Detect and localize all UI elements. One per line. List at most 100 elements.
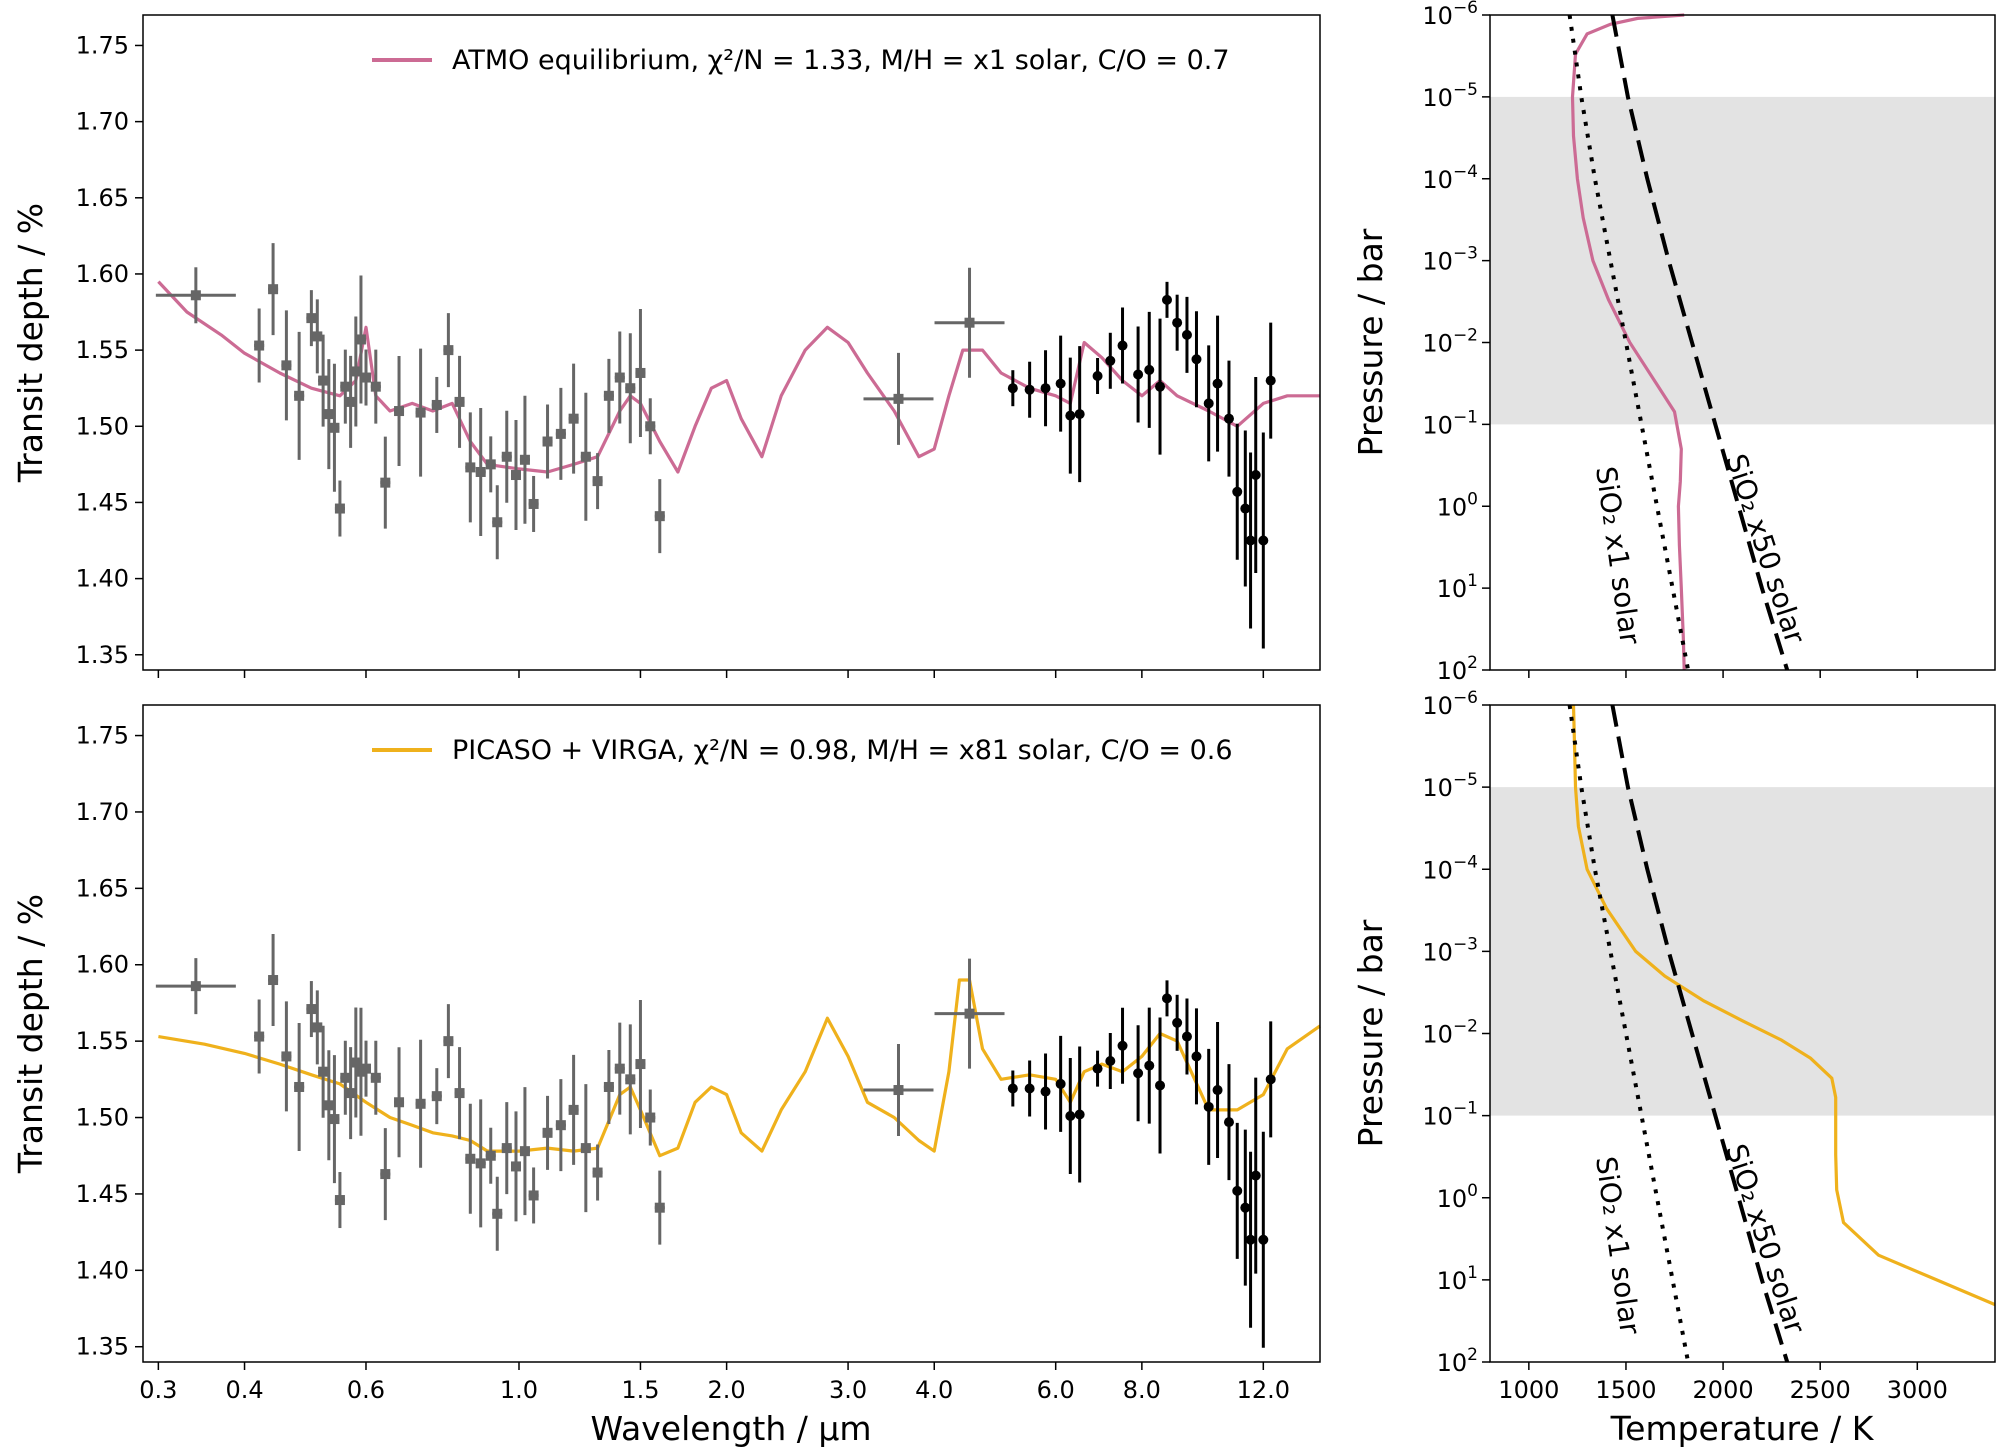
y-tick-label: 1.35 <box>76 641 129 669</box>
y-tick-label: 1.60 <box>76 260 129 288</box>
y-axis-label: Pressure / bar <box>1351 228 1390 456</box>
condensation-curve-x50 <box>1610 14 1790 671</box>
black-data-point <box>1245 1234 1256 1245</box>
black-data-point <box>1007 383 1018 394</box>
legend-label: ATMO equilibrium, χ²/N = 1.33, M/H = x1 … <box>452 45 1230 76</box>
grey-data-point <box>380 1169 391 1180</box>
tp-panel-bottom: 10−6 10−5 10−4 10−3 10−2 10−1 100 101 102 1000 150… <box>1351 688 1996 1404</box>
x-tick-label: 3000 <box>1887 1376 1948 1404</box>
x-tick-label: 2500 <box>1790 1376 1851 1404</box>
black-data-point <box>1055 378 1066 389</box>
grey-data-point <box>345 396 356 407</box>
tp-profile-line <box>1571 704 1996 1307</box>
y-tick-label: 100 <box>1437 1181 1478 1213</box>
grey-data-point <box>492 1208 503 1219</box>
grey-data-point <box>603 1081 614 1092</box>
grey-data-point <box>312 1022 323 1033</box>
black-data-point <box>1212 1085 1223 1096</box>
grey-data-point <box>501 451 512 462</box>
y-tick-label: 10−2 <box>1422 326 1478 358</box>
y-tick-label: 1.70 <box>76 108 129 136</box>
black-data-point <box>1024 1083 1035 1094</box>
y-tick-label: 101 <box>1437 1263 1478 1295</box>
grey-data-point <box>454 1088 465 1099</box>
black-data-point <box>1181 1031 1192 1042</box>
grey-data-point <box>360 372 371 383</box>
cloud-layer-shading <box>1490 787 1995 1116</box>
y-tick-label: 10−1 <box>1422 1099 1478 1131</box>
grey-data-point <box>431 1091 442 1102</box>
grey-data-point <box>592 1167 603 1178</box>
y-tick-label: 1.65 <box>76 184 129 212</box>
grey-data-point <box>519 1146 530 1157</box>
y-axis-label: Transit depth / % <box>11 894 50 1174</box>
grey-data-point <box>893 393 904 404</box>
black-data-point <box>1040 383 1051 394</box>
black-data-point <box>1265 375 1276 386</box>
black-data-point <box>1232 486 1243 497</box>
label-sio2-x50: SiO₂ x50 solar <box>1719 1140 1811 1338</box>
black-data-point <box>1250 1170 1261 1181</box>
black-data-point <box>1144 364 1155 375</box>
grey-data-point <box>542 1127 553 1138</box>
grey-data-point <box>268 284 279 295</box>
black-data-point <box>1074 1109 1085 1120</box>
grey-data-point <box>542 436 553 447</box>
grey-data-point <box>964 1008 975 1019</box>
grey-data-point <box>334 1195 345 1206</box>
grey-data-point <box>510 470 521 481</box>
grey-data-point <box>485 1150 496 1161</box>
black-data-point <box>1240 1202 1251 1213</box>
black-data-point <box>1144 1060 1155 1071</box>
black-data-point <box>1117 1040 1128 1051</box>
black-data-point <box>1065 1111 1076 1122</box>
y-tick-label: 10−3 <box>1422 934 1478 966</box>
black-data-point <box>1172 317 1183 328</box>
condensation-curve-x1 <box>1567 704 1691 1363</box>
grey-data-point <box>635 1059 646 1070</box>
grey-data-point <box>654 1202 665 1213</box>
panel-frame <box>142 704 1321 1363</box>
grey-data-point <box>510 1161 521 1172</box>
grey-data-point <box>519 454 530 465</box>
black-data-point <box>1265 1074 1276 1085</box>
y-tick-label: 10−1 <box>1422 407 1478 439</box>
y-tick-label: 10−2 <box>1422 1017 1478 1049</box>
grey-data-point <box>528 1190 539 1201</box>
x-tick-label: 8.0 <box>1123 1376 1161 1404</box>
y-tick-label: 1.45 <box>76 1180 129 1208</box>
x-tick-label: 1000 <box>1498 1376 1559 1404</box>
grey-data-point <box>415 407 426 418</box>
y-tick-label: 100 <box>1437 489 1478 521</box>
y-tick-label: 1.40 <box>76 1256 129 1284</box>
grey-data-point <box>568 1104 579 1115</box>
y-axis-label: Transit depth / % <box>11 203 50 483</box>
black-data-point <box>1155 381 1166 392</box>
y-axis-label: Pressure / bar <box>1351 919 1390 1147</box>
grey-data-point <box>485 459 496 470</box>
x-axis-label: Temperature / K <box>1610 1409 1875 1448</box>
y-tick-label: 10−4 <box>1422 852 1478 884</box>
black-data-point <box>1203 1101 1214 1112</box>
black-data-point <box>1172 1017 1183 1028</box>
y-tick-label: 1.60 <box>76 951 129 979</box>
x-tick-label: 1500 <box>1595 1376 1656 1404</box>
y-tick-label: 1.75 <box>76 722 129 750</box>
y-tick-label: 102 <box>1437 653 1478 685</box>
black-data-point <box>1232 1185 1243 1196</box>
y-tick-label: 102 <box>1437 1345 1478 1377</box>
black-data-point <box>1212 378 1223 389</box>
grey-data-point <box>350 366 361 377</box>
grey-data-point <box>614 1063 625 1074</box>
grey-data-point <box>345 1088 356 1099</box>
grey-data-point <box>528 498 539 509</box>
grey-data-point <box>190 981 201 992</box>
grey-data-point <box>350 1057 361 1068</box>
x-tick-label: 1.5 <box>621 1376 659 1404</box>
grey-data-point <box>893 1085 904 1096</box>
x-tick-label: 1.0 <box>500 1376 538 1404</box>
black-data-point <box>1040 1086 1051 1097</box>
tp-panel-top: 10−6 10−5 10−4 10−3 10−2 10−1 100 101 102 SiO₂ x1… <box>1351 0 1996 685</box>
grey-data-point <box>475 1158 486 1169</box>
